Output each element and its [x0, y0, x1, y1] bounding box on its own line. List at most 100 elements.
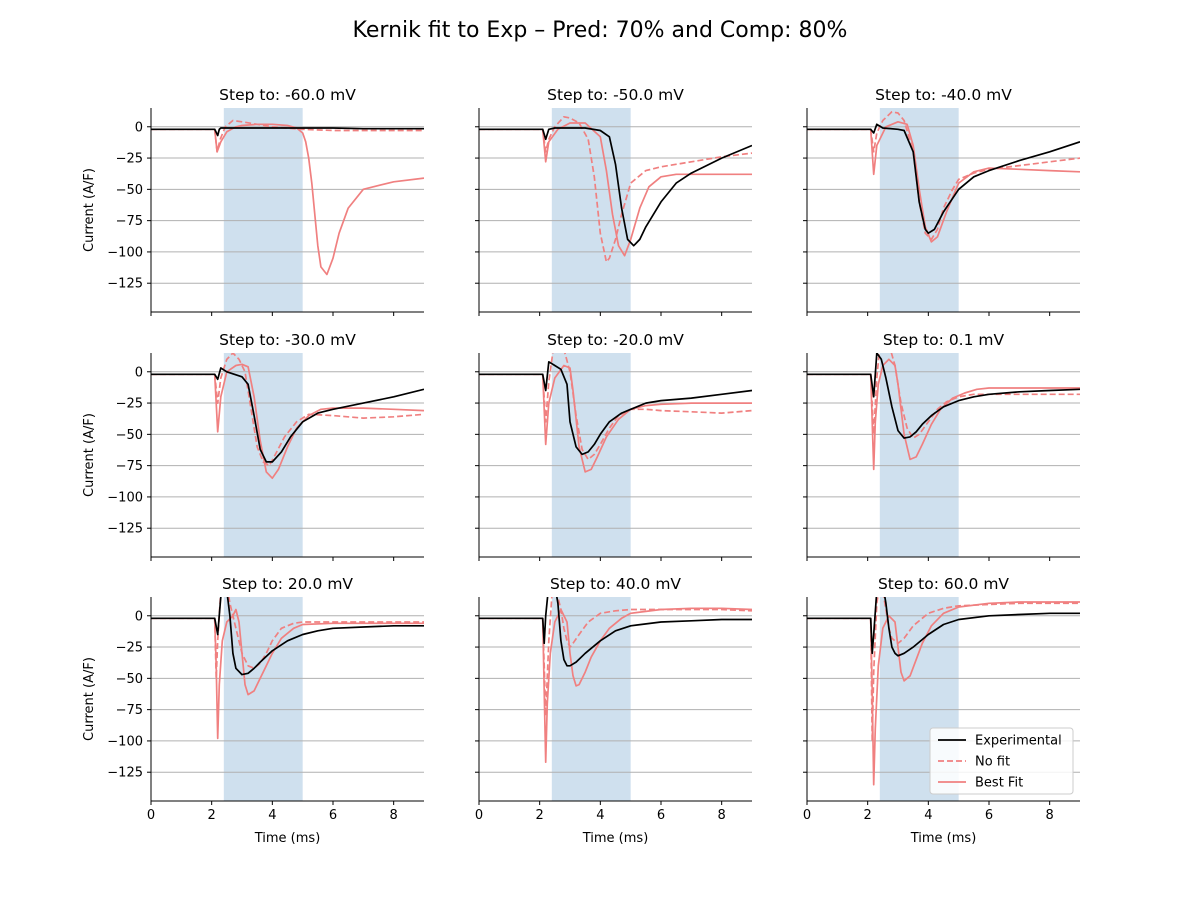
series-group — [479, 115, 752, 263]
subplot-title: Step to: -50.0 mV — [547, 86, 684, 104]
subplot-1: 0 −25 −50 −75 −100 −125 Step to: -60.0 mV Curre… — [82, 86, 424, 316]
x-axis-label: Time (ms) — [910, 831, 977, 846]
series-group — [479, 597, 752, 764]
y-axis-label: Current (A/F) — [82, 413, 97, 497]
series-line-best-fit — [151, 123, 424, 276]
y-tick-label: −50 — [116, 428, 143, 443]
subplot-title: Step to: 40.0 mV — [550, 575, 681, 593]
y-tick-label: −125 — [107, 277, 143, 292]
subplot-6: Step to: 0.1 mV — [803, 331, 1080, 561]
subplot-title: Step to: -60.0 mV — [219, 86, 356, 104]
subplot-title: Step to: -40.0 mV — [875, 86, 1012, 104]
legend: Experimental No fit Best Fit — [929, 727, 1074, 795]
subplot-5: Step to: -20.0 mV — [475, 331, 752, 561]
subplot-4: 0 −25 −50 −75 −100 −125 Step to: -30.0 mV Curre… — [82, 331, 424, 561]
x-axis-label: Time (ms) — [582, 831, 649, 846]
y-tick-label: 0 — [135, 609, 143, 624]
series-group — [479, 353, 752, 473]
y-tick-label: −100 — [107, 490, 143, 505]
y-axis-label: Current (A/F) — [82, 168, 97, 252]
series-group — [807, 353, 1080, 471]
subplot-7: 0 2 4 6 8 0 −25 −50 −75 −100 −125 Step to: 20.0 mV T… — [82, 575, 424, 846]
x-tick-label: 0 — [147, 808, 155, 823]
subplot-title: Step to: 0.1 mV — [883, 331, 1005, 349]
x-axis-label: Time (ms) — [254, 831, 321, 846]
series-line-no-fit — [479, 353, 752, 461]
highlight-window — [551, 108, 631, 312]
x-tick-label: 8 — [390, 808, 398, 823]
y-tick-label: −25 — [116, 152, 143, 167]
series-line-best-fit — [151, 608, 424, 740]
subplot-8: 0 2 4 6 8 Step to: 40.0 mV Time (ms) — [475, 575, 752, 846]
subplot-title: Step to: 60.0 mV — [878, 575, 1009, 593]
legend-label-experimental: Experimental — [975, 734, 1062, 749]
figure-title: Kernik fit to Exp – Pred: 70% and Comp: … — [353, 18, 848, 43]
y-tick-label: −125 — [107, 766, 143, 781]
y-tick-label: −100 — [107, 734, 143, 749]
x-tick-label: 4 — [596, 808, 604, 823]
x-tick-label: 6 — [657, 808, 665, 823]
subplot-3: Step to: -40.0 mV — [803, 86, 1080, 316]
y-tick-label: −75 — [116, 459, 143, 474]
series-group — [807, 597, 1080, 786]
subplot-title: Step to: 20.0 mV — [222, 575, 353, 593]
series-line-no-fit — [807, 353, 1080, 439]
subplot-2: Step to: -50.0 mV — [475, 86, 752, 316]
subplot-title: Step to: -30.0 mV — [219, 331, 356, 349]
y-tick-label: −50 — [116, 183, 143, 198]
highlight-window — [551, 353, 631, 557]
highlight-window — [879, 353, 959, 557]
series-line-experimental — [479, 127, 752, 247]
x-tick-label: 8 — [1046, 808, 1054, 823]
subplot-9: 0 2 4 6 8 Step to: 60.0 mV Time (ms) — [803, 575, 1080, 846]
x-tick-label: 8 — [718, 808, 726, 823]
x-tick-label: 0 — [475, 808, 483, 823]
y-axis-label: Current (A/F) — [82, 657, 97, 741]
series-line-no-fit — [151, 353, 424, 467]
series-line-experimental — [151, 127, 424, 137]
series-line-experimental — [807, 123, 1080, 235]
series-line-experimental — [479, 597, 752, 667]
series-group — [151, 597, 424, 740]
x-tick-label: 4 — [268, 808, 276, 823]
series-line-no-fit — [807, 110, 1080, 241]
y-tick-label: −125 — [107, 522, 143, 537]
series-line-experimental — [807, 597, 1080, 657]
y-tick-label: −100 — [107, 245, 143, 260]
highlight-window — [223, 108, 303, 312]
legend-label-no-fit: No fit — [975, 755, 1010, 770]
y-tick-label: −25 — [116, 397, 143, 412]
x-tick-label: 2 — [208, 808, 216, 823]
series-line-experimental — [807, 353, 1080, 439]
subplot-grid: 0 −25 −50 −75 −100 −125 Step to: -60.0 mV Curre… — [82, 86, 1080, 846]
series-line-experimental — [151, 367, 424, 463]
y-tick-label: 0 — [135, 365, 143, 380]
series-line-best-fit — [807, 601, 1080, 786]
series-line-no-fit — [151, 597, 424, 680]
x-tick-label: 6 — [985, 808, 993, 823]
y-tick-label: −75 — [116, 703, 143, 718]
subplot-title: Step to: -20.0 mV — [547, 331, 684, 349]
x-tick-label: 4 — [924, 808, 932, 823]
series-line-no-fit — [479, 115, 752, 263]
series-line-experimental — [479, 360, 752, 456]
x-tick-label: 6 — [329, 808, 337, 823]
series-line-best-fit — [807, 358, 1080, 471]
series-group — [151, 119, 424, 276]
y-tick-label: −25 — [116, 641, 143, 656]
x-tick-label: 0 — [803, 808, 811, 823]
y-tick-label: 0 — [135, 120, 143, 135]
series-line-best-fit — [479, 607, 752, 764]
series-line-best-fit — [479, 122, 752, 257]
series-line-best-fit — [151, 363, 424, 480]
x-tick-label: 2 — [864, 808, 872, 823]
legend-box — [929, 727, 1074, 795]
y-tick-label: −50 — [116, 672, 143, 687]
x-tick-label: 2 — [536, 808, 544, 823]
series-line-best-fit — [479, 364, 752, 473]
series-group — [807, 110, 1080, 243]
series-line-experimental — [151, 597, 424, 676]
series-group — [151, 353, 424, 480]
legend-label-best-fit: Best Fit — [975, 776, 1023, 791]
